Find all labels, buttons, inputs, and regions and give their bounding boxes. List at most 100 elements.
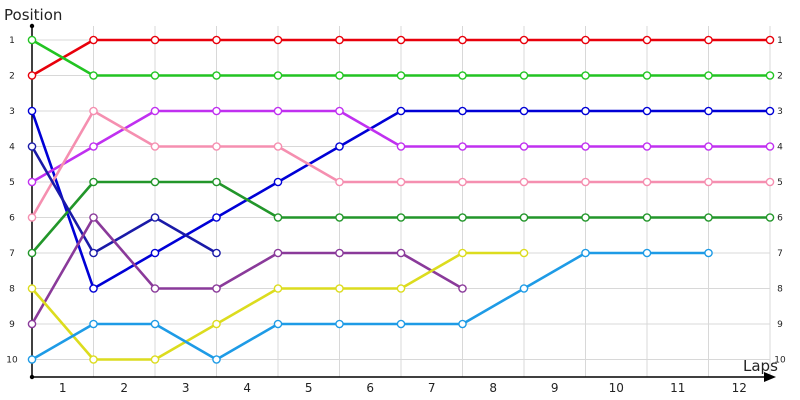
series-point	[335, 71, 344, 80]
series-point	[273, 71, 283, 80]
series-line	[30, 145, 218, 255]
x-tick-labels: 1 2 3 4 5 6 7 8 9 10 11 12	[59, 381, 747, 395]
series-point	[273, 319, 283, 329]
series-point	[581, 106, 590, 116]
series-point	[89, 71, 98, 80]
series-point	[642, 71, 652, 80]
series-point	[335, 319, 344, 329]
series-point	[581, 142, 590, 151]
y-tick-label: 7	[9, 249, 15, 259]
series-point	[396, 248, 406, 258]
y-tick-label: 8	[9, 285, 15, 295]
series-point	[273, 213, 283, 222]
y-tick-label-right: 5	[777, 178, 783, 188]
series-point	[335, 142, 344, 151]
series-point	[212, 319, 221, 329]
series-point	[212, 284, 221, 293]
y-tick-label-right: 4	[777, 143, 783, 153]
x-tick-label: 4	[243, 381, 251, 395]
y-tick-label-right: 10	[774, 356, 786, 366]
series-point	[212, 213, 221, 222]
series-point	[27, 355, 37, 364]
series-point	[150, 71, 160, 80]
series-point	[704, 177, 713, 187]
y-tick-label-right: 9	[777, 320, 783, 330]
series-point	[765, 177, 775, 187]
series-point	[458, 71, 467, 80]
series-point	[27, 106, 37, 116]
series-point	[27, 35, 37, 45]
series-point	[89, 319, 98, 329]
y-tick-label: 9	[9, 320, 15, 330]
x-tick-label: 1	[59, 381, 67, 395]
series-point	[765, 106, 775, 116]
series-point	[335, 213, 344, 222]
y-tick-label: 5	[9, 178, 15, 188]
y-tick-label-right: 7	[777, 249, 783, 259]
y-tick-label: 4	[9, 143, 15, 153]
series-point	[150, 177, 160, 187]
axis-origin-dot	[29, 374, 35, 380]
series-point	[704, 142, 713, 151]
series-point	[396, 142, 406, 151]
x-tick-label: 11	[670, 381, 685, 395]
series-group	[27, 35, 775, 364]
series-point	[335, 35, 344, 45]
series-point	[27, 319, 37, 329]
series-point	[519, 213, 529, 222]
series-line	[30, 216, 464, 326]
series-point	[212, 177, 221, 187]
x-tick-label: 9	[551, 381, 559, 395]
series-point	[704, 106, 713, 116]
series-point	[27, 177, 37, 187]
series-point	[458, 213, 467, 222]
series-point	[458, 106, 467, 116]
y-axis-end-dot	[29, 23, 35, 29]
series-point	[642, 106, 652, 116]
series-point	[27, 71, 37, 80]
series-point	[642, 248, 652, 258]
series-point	[581, 248, 590, 258]
series-point	[519, 71, 529, 80]
y-tick-label: 1	[9, 36, 15, 46]
y-tick-labels-right: 1 2 3 4 5 6 7 8 9 10	[774, 36, 786, 366]
series-line	[30, 251, 710, 361]
x-tick-label: 5	[305, 381, 313, 395]
x-tick-label: 10	[609, 381, 624, 395]
series-point	[458, 284, 467, 293]
x-axis-arrow	[764, 372, 776, 382]
series-point	[212, 248, 221, 258]
series-point	[27, 248, 37, 258]
y-tick-label: 6	[9, 214, 15, 224]
series-point	[458, 248, 467, 258]
series-point	[27, 142, 37, 151]
series-point	[642, 35, 652, 45]
series-point	[212, 71, 221, 80]
y-tick-label-right: 6	[777, 214, 783, 224]
x-tick-label: 6	[366, 381, 374, 395]
series-point	[212, 35, 221, 45]
series-point	[335, 106, 344, 116]
series-point	[335, 284, 344, 293]
y-tick-labels: 1 2 3 4 5 6 7 8 9 10	[6, 36, 18, 366]
x-tick-label: 3	[182, 381, 190, 395]
series-point	[89, 35, 98, 45]
series-point	[273, 284, 283, 293]
series-point	[89, 213, 98, 222]
series-point	[458, 177, 467, 187]
series-point	[150, 106, 160, 116]
series-point	[704, 248, 713, 258]
series-point	[396, 106, 406, 116]
series-point	[642, 213, 652, 222]
series-point	[89, 106, 98, 116]
x-tick-label: 12	[732, 381, 747, 395]
series-point	[704, 71, 713, 80]
y-axis-title: Position	[4, 6, 62, 24]
series-point	[150, 355, 160, 364]
y-tick-label: 10	[6, 356, 18, 366]
series-point	[27, 213, 37, 222]
series-point	[581, 213, 590, 222]
series-point	[150, 142, 160, 151]
series-point	[212, 142, 221, 151]
series-point	[396, 71, 406, 80]
